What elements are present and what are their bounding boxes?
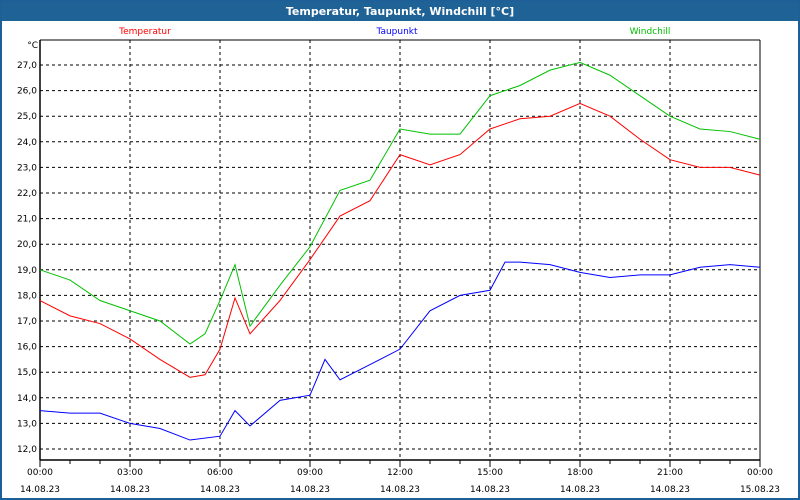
x-tick-time: 06:00: [207, 468, 233, 478]
x-tick-date: 14.08.23: [650, 485, 690, 495]
legend-temperatur: Temperatur: [118, 27, 171, 37]
y-tick-label: 16,0: [17, 343, 37, 353]
x-tick-date: 15.08.23: [740, 485, 780, 495]
y-tick-label: 24,0: [17, 138, 37, 148]
x-tick-time: 15:00: [477, 468, 503, 478]
y-tick-label: 22,0: [17, 189, 37, 199]
y-tick-label: 14,0: [17, 394, 37, 404]
x-tick-date: 14.08.23: [110, 485, 150, 495]
y-tick-label: 17,0: [17, 317, 37, 327]
series-line-windchill: [39, 61, 761, 345]
y-tick-label: 12,0: [17, 445, 37, 455]
y-tick-label: 20,0: [17, 240, 37, 250]
series-line-taupunkt: [39, 261, 761, 441]
y-tick-label: 21,0: [17, 215, 37, 225]
x-tick-time: 03:00: [117, 468, 143, 478]
chart-title: Temperatur, Taupunkt, Windchill [°C]: [2, 2, 798, 21]
legend-windchill: Windchill: [630, 27, 671, 37]
x-tick-date: 14.08.23: [380, 485, 420, 495]
x-tick-time: 00:00: [747, 468, 773, 478]
x-tick-time: 12:00: [387, 468, 413, 478]
x-tick-date: 14.08.23: [470, 485, 510, 495]
y-tick-label: 13,0: [17, 419, 37, 429]
x-tick-time: 21:00: [657, 468, 683, 478]
x-tick-time: 09:00: [297, 468, 323, 478]
y-tick-label: 15,0: [17, 368, 37, 378]
x-tick-time: 18:00: [567, 468, 593, 478]
y-tick-label: 23,0: [17, 163, 37, 173]
x-tick-time: 00:00: [27, 468, 53, 478]
y-tick-label: 18,0: [17, 291, 37, 301]
x-tick-date: 14.08.23: [20, 485, 60, 495]
x-tick-date: 14.08.23: [200, 485, 240, 495]
series-line-temperatur: [39, 102, 761, 378]
y-tick-label: 25,0: [17, 112, 37, 122]
y-tick-label: 27,0: [17, 61, 37, 71]
legend-taupunkt: Taupunkt: [375, 27, 418, 37]
y-tick-label: 26,0: [17, 87, 37, 97]
y-axis-unit: °C: [27, 41, 38, 51]
x-tick-date: 14.08.23: [290, 485, 330, 495]
x-tick-date: 14.08.23: [560, 485, 600, 495]
y-tick-label: 19,0: [17, 266, 37, 276]
